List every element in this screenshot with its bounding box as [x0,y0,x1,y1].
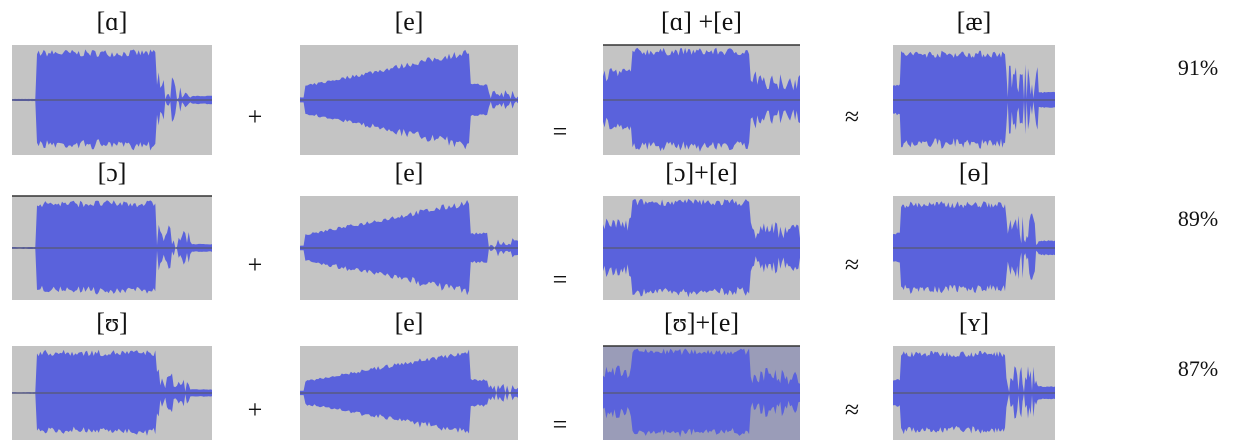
equals-sign: = [553,265,568,294]
equals-sign: = [553,117,568,146]
phoneme-label: [ɔ]+[e] [665,158,737,187]
plus-sign: + [248,102,263,131]
approx-sign: ≈ [845,250,859,279]
phoneme-label: [ɑ] +[e] [661,7,742,36]
figure: [ɑ] [e] [ɑ] +[e] [æ] + = ≈91% [ɔ] [e] [ɔ]+[e] [ɵ] +… [0,0,1244,447]
phoneme-label: [ʏ] [959,308,989,337]
similarity-percent: 89% [1178,206,1218,231]
phoneme-label: [ʊ] [96,308,128,337]
approx-sign: ≈ [845,102,859,131]
approx-sign: ≈ [845,395,859,424]
phoneme-label: [e] [395,7,424,36]
plus-sign: + [248,395,263,424]
phoneme-label: [ʊ]+[e] [664,308,739,337]
phoneme-label: [e] [395,158,424,187]
similarity-percent: 91% [1178,55,1218,80]
phoneme-label: [e] [395,308,424,337]
phoneme-label: [ɵ] [959,158,989,187]
phoneme-label: [ɑ] [97,7,128,36]
similarity-percent: 87% [1178,356,1218,381]
phoneme-label: [æ] [957,7,992,36]
phoneme-label: [ɔ] [98,158,127,187]
plus-sign: + [248,250,263,279]
equals-sign: = [553,410,568,439]
